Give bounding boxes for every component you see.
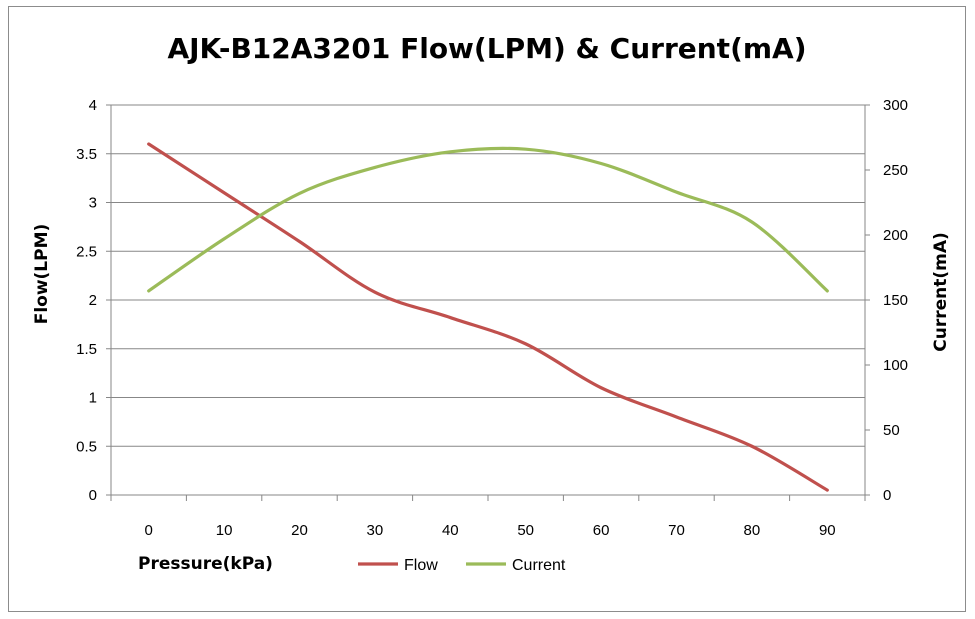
x-tick-label-5: 50 [517,522,534,539]
y2-tick-label-1: 50 [883,422,900,439]
y2-tick-label-3: 150 [883,292,908,309]
y2-tick-label-5: 250 [883,162,908,179]
x-tick-label-3: 30 [367,522,384,539]
left-axis-ticks: 0 0.5 1 1.5 2 2.5 3 3.5 4 [76,97,111,504]
y-axis-label: Flow(LPM) [32,224,52,325]
x-axis-ticks: 0 10 20 30 40 50 60 70 80 90 [110,495,866,539]
right-axis-ticks: 0 50 100 150 200 250 300 [865,97,908,504]
y2-tick-label-6: 300 [883,97,908,114]
x-tick-label-1: 10 [216,522,233,539]
y2-axis-label: Current(mA) [931,232,951,352]
y-tick-label-1: 0.5 [76,438,97,455]
series-line-flow [147,142,829,492]
series-line-current [147,146,829,293]
x-axis-label: Pressure(kPa) [138,554,273,574]
y2-tick-label-0: 0 [883,487,891,504]
legend-label-current: Current [512,557,566,574]
legend-label-flow: Flow [404,557,438,574]
y-tick-label-4: 2 [89,292,97,309]
y-tick-label-5: 2.5 [76,243,97,260]
y-tick-label-7: 3.5 [76,146,97,163]
gridlines [111,104,865,447]
x-tick-label-2: 20 [291,522,308,539]
series-lines [147,142,829,492]
legend: Flow Current [358,557,566,574]
y-tick-label-2: 1 [89,390,97,407]
x-tick-label-0: 0 [145,522,153,539]
x-tick-label-6: 60 [593,522,610,539]
x-tick-label-4: 40 [442,522,459,539]
x-tick-label-7: 70 [668,522,685,539]
x-tick-label-8: 80 [744,522,761,539]
y-tick-label-0: 0 [89,487,97,504]
y-tick-label-8: 4 [89,97,97,114]
chart-frame [8,6,966,612]
x-tick-label-9: 90 [819,522,836,539]
y2-tick-label-2: 100 [883,357,908,374]
y-tick-label-6: 3 [89,195,97,212]
y2-tick-label-4: 200 [883,227,908,244]
chart-title: AJK-B12A3201 Flow(LPM) & Current(mA) [167,32,806,65]
y-tick-label-3: 1.5 [76,341,97,358]
